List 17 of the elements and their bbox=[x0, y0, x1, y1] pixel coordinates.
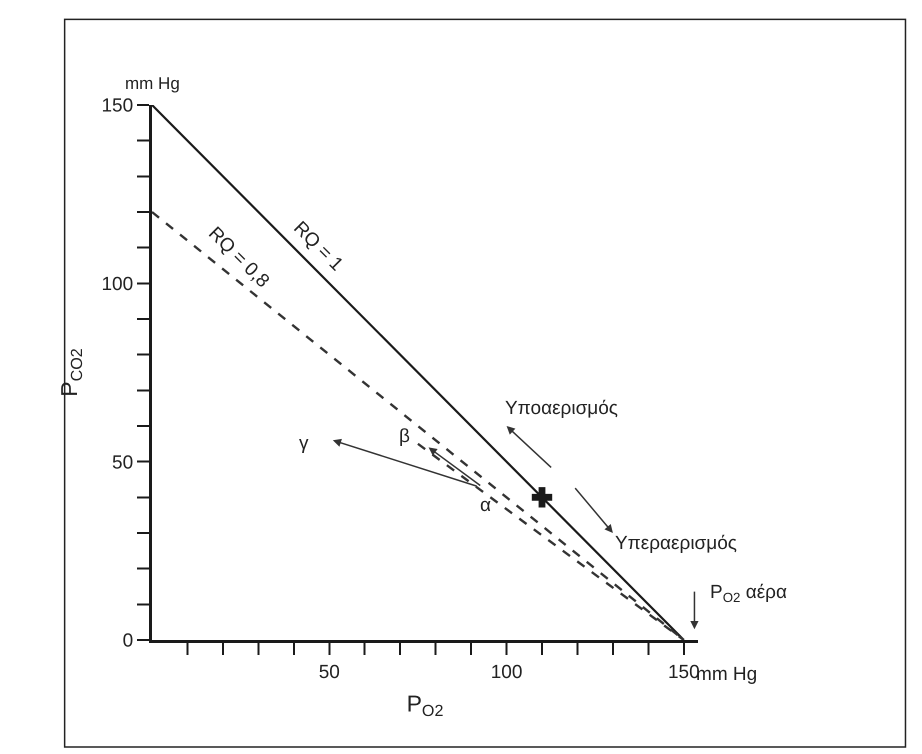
text: RQ = 1 bbox=[289, 218, 347, 276]
text: αέρα bbox=[746, 582, 787, 603]
annotation: Υποαερισμός bbox=[505, 398, 618, 419]
y-tick-label: 50 bbox=[112, 452, 134, 474]
text: mm Hg bbox=[125, 74, 180, 93]
annotation: γ bbox=[299, 433, 309, 454]
annotation: α bbox=[480, 495, 491, 516]
y-tick-label: 150 bbox=[101, 96, 134, 117]
annotation: Υπεραερισμός bbox=[615, 533, 737, 554]
x-axis-title: P$_{O2}$ bbox=[710, 582, 740, 605]
y-tick-label: 100 bbox=[101, 274, 134, 295]
y-tick-label: 0 bbox=[122, 630, 134, 652]
x-tick-label: 100 bbox=[490, 662, 522, 683]
x-tick-label: 50 bbox=[318, 662, 340, 683]
text: RQ = 0,8 bbox=[204, 223, 274, 292]
annotation: β bbox=[399, 426, 410, 447]
text: P$_{O2}$ bbox=[406, 690, 444, 720]
